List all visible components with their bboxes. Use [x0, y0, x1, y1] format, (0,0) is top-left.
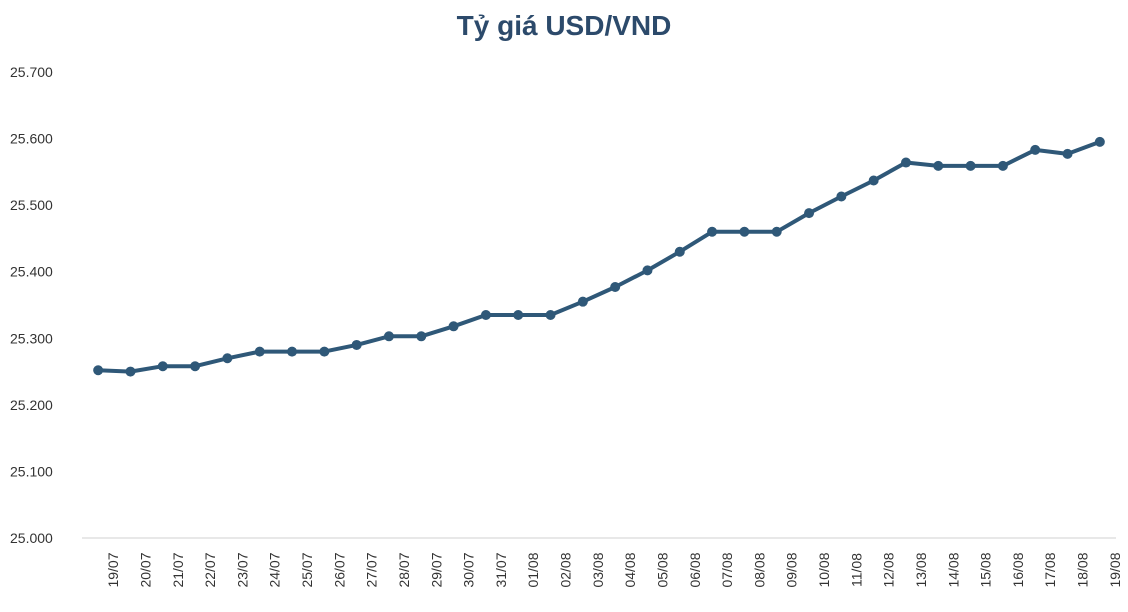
data-point [642, 265, 653, 276]
x-tick-label: 23/07 [234, 552, 250, 587]
x-tick-label: 04/08 [622, 552, 638, 587]
data-point [577, 296, 588, 307]
data-point [190, 361, 201, 372]
x-tick-label: 14/08 [945, 552, 961, 587]
data-point [222, 353, 233, 364]
x-tick-label: 12/08 [881, 552, 897, 587]
data-point [448, 321, 459, 332]
data-point [997, 160, 1008, 171]
x-tick-label: 08/08 [751, 552, 767, 587]
data-point [125, 366, 136, 377]
data-point [351, 339, 362, 350]
data-point [836, 191, 847, 202]
x-tick-label: 20/07 [137, 552, 153, 587]
x-tick-label: 31/07 [493, 552, 509, 587]
y-tick-label: 25.500 [10, 197, 53, 213]
x-tick-label: 19/07 [105, 552, 121, 587]
y-tick-label: 25.100 [10, 463, 53, 479]
data-point [287, 346, 298, 357]
series-line [98, 140, 1101, 374]
data-point [933, 160, 944, 171]
x-tick-label: 28/07 [396, 552, 412, 587]
x-tick-label: 27/07 [364, 552, 380, 587]
data-point [157, 361, 168, 372]
data-point [480, 309, 491, 320]
y-axis: 25.000 25.100 25.200 25.300 25.400 25.500 25.6… [10, 64, 53, 546]
x-tick-label: 29/07 [428, 552, 444, 587]
data-point [416, 331, 427, 342]
y-tick-label: 25.400 [10, 264, 53, 280]
y-tick-label: 25.600 [10, 131, 53, 147]
x-tick-label: 06/08 [687, 552, 703, 587]
x-tick-label: 03/08 [590, 552, 606, 587]
x-tick-label: 01/08 [525, 552, 541, 587]
x-tick-label: 09/08 [784, 552, 800, 587]
series-line-group [93, 136, 1105, 377]
data-point [1030, 144, 1041, 155]
x-tick-label: 11/08 [848, 553, 864, 587]
data-point [254, 346, 265, 357]
x-tick-label: 22/07 [202, 552, 218, 587]
x-tick-label: 25/07 [299, 552, 315, 587]
x-tick-label: 16/08 [1010, 552, 1026, 587]
y-tick-label: 25.300 [10, 330, 53, 346]
x-tick-label: 24/07 [267, 552, 283, 587]
data-point [868, 175, 879, 186]
x-tick-label: 10/08 [816, 552, 832, 587]
data-point [383, 331, 394, 342]
data-point [900, 157, 911, 168]
x-tick-label: 26/07 [331, 552, 347, 587]
x-tick-label: 05/08 [654, 552, 670, 587]
data-point [804, 208, 815, 219]
chart-title: Tỷ giá USD/VND [456, 10, 672, 41]
x-tick-label: 19/08 [1107, 552, 1123, 587]
x-tick-label: 18/08 [1075, 552, 1091, 587]
x-tick-label: 21/07 [170, 552, 186, 587]
data-point [771, 226, 782, 237]
y-tick-label: 25.200 [10, 397, 53, 413]
data-point [1094, 136, 1105, 147]
y-tick-label: 25.700 [10, 64, 53, 80]
data-point [707, 226, 718, 237]
data-point [545, 309, 556, 320]
data-point [739, 226, 750, 237]
x-tick-label: 17/08 [1042, 552, 1058, 587]
x-tick-label: 13/08 [913, 552, 929, 587]
data-point [965, 160, 976, 171]
x-tick-label: 02/08 [558, 552, 574, 587]
data-point [1062, 148, 1073, 159]
data-point [674, 246, 685, 257]
x-tick-label: 15/08 [978, 552, 994, 587]
y-tick-label: 25.000 [10, 530, 53, 546]
data-point [93, 365, 104, 376]
data-point [319, 346, 330, 357]
data-point [513, 309, 524, 320]
data-point [610, 282, 621, 293]
x-tick-label: 07/08 [719, 552, 735, 587]
x-tick-label: 30/07 [461, 552, 477, 587]
x-axis: 19/07 20/07 21/07 22/07 23/07 24/07 25/07 26/07… [82, 537, 1123, 588]
